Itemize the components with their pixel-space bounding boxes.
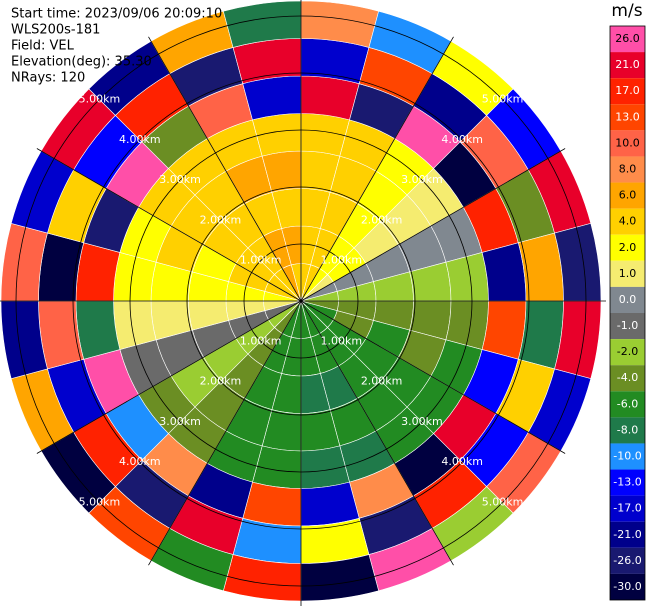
colorbar-swatch <box>610 547 645 574</box>
range-ring-label: 1.00km <box>321 334 363 347</box>
info-line: WLS200s-181 <box>11 23 100 38</box>
colorbar-tick-label: -8.0 <box>617 423 638 436</box>
velocity-cell <box>242 481 302 527</box>
range-ring-label: 2.00km <box>361 375 403 388</box>
colorbar-tick-label: 26.0 <box>615 32 640 45</box>
colorbar-swatch <box>610 286 645 313</box>
range-ring-label: 5.00km <box>79 496 121 509</box>
colorbar-swatch <box>610 417 645 444</box>
colorbar-swatch <box>610 495 645 522</box>
range-ring-label: 1.00km <box>240 334 282 347</box>
range-ring-label: 5.00km <box>482 92 524 105</box>
info-line: Elevation(deg): 35.30 <box>11 55 152 70</box>
colorbar-tick-label: 0.0 <box>619 293 637 306</box>
colorbar-swatch <box>610 182 645 209</box>
colorbar-tick-label: -21.0 <box>613 528 641 541</box>
range-ring <box>243 243 359 359</box>
colorbar-tick-label: 4.0 <box>619 215 637 228</box>
colorbar-tick-label: -10.0 <box>613 450 641 463</box>
range-ring <box>72 72 530 530</box>
velocity-cell <box>300 75 360 121</box>
colorbar-tick-label: 2.0 <box>619 241 637 254</box>
range-ring <box>15 15 587 587</box>
colorbar-tick-label: 6.0 <box>619 189 637 202</box>
range-ring-label: 4.00km <box>119 133 161 146</box>
velocity-cell <box>75 242 121 302</box>
colorbar-swatch <box>610 469 645 496</box>
colorbar-swatch <box>610 52 645 79</box>
colorbar-tick-label: 13.0 <box>615 110 640 123</box>
colorbar-swatch <box>610 313 645 340</box>
colorbar-swatch <box>610 521 645 548</box>
range-ring-label: 4.00km <box>119 455 161 468</box>
colorbar-swatch <box>610 365 645 392</box>
range-ring-label: 3.00km <box>159 173 201 186</box>
colorbar-swatch <box>610 260 645 287</box>
range-ring-label: 3.00km <box>401 415 443 428</box>
colorbar-swatch <box>610 104 645 131</box>
velocity-cell <box>300 481 360 527</box>
colorbar-swatch <box>610 156 645 183</box>
colorbar-swatch <box>610 339 645 366</box>
range-ring-label: 4.00km <box>441 133 483 146</box>
range-ring <box>129 129 473 473</box>
colorbar-tick-label: -13.0 <box>613 476 641 489</box>
range-ring-label: 2.00km <box>200 213 242 226</box>
colorbar-tick-label: -30.0 <box>613 580 641 593</box>
range-ring-label: 3.00km <box>159 415 201 428</box>
range-ring-label: 2.00km <box>361 213 403 226</box>
colorbar-tick-label: 21.0 <box>615 58 640 71</box>
info-line: Field: VEL <box>11 39 75 54</box>
colorbar-tick-label: -4.0 <box>617 371 638 384</box>
colorbar-swatch <box>610 26 645 53</box>
velocity-cell <box>481 242 527 302</box>
velocity-cell <box>481 300 527 360</box>
colorbar-swatch <box>610 443 645 470</box>
colorbar-tick-label: -17.0 <box>613 502 641 515</box>
velocity-cell <box>242 75 302 121</box>
colorbar-swatch <box>610 130 645 157</box>
info-line: NRays: 120 <box>11 71 85 86</box>
colorbar-swatch <box>610 234 645 261</box>
colorbar-swatch <box>610 573 645 600</box>
range-ring-label: 5.00km <box>79 92 121 105</box>
range-ring-label: 3.00km <box>401 173 443 186</box>
range-ring-label: 1.00km <box>321 254 363 267</box>
range-ring-label: 5.00km <box>482 496 524 509</box>
colorbar-tick-label: -1.0 <box>617 319 638 332</box>
colorbar-tick-label: -2.0 <box>617 345 638 358</box>
colorbar-swatch <box>610 78 645 105</box>
range-ring-label: 1.00km <box>240 254 282 267</box>
colorbar-swatch <box>610 208 645 235</box>
colorbar-tick-label: -26.0 <box>613 554 641 567</box>
colorbar-tick-label: -6.0 <box>617 397 638 410</box>
range-ring <box>186 186 416 416</box>
colorbar-swatch <box>610 391 645 418</box>
range-ring-label: 2.00km <box>200 375 242 388</box>
range-ring-label: 4.00km <box>441 455 483 468</box>
info-line: Start time: 2023/09/06 20:09:10 <box>11 7 222 22</box>
colorbar-frame <box>609 25 646 601</box>
colorbar-title: m/s <box>611 1 642 21</box>
colorbar-tick-label: 17.0 <box>615 84 640 97</box>
colorbar-tick-label: 8.0 <box>619 163 637 176</box>
velocity-cell <box>75 300 121 360</box>
spoke-line <box>148 36 454 566</box>
colorbar-tick-label: 10.0 <box>615 136 640 149</box>
colorbar-tick-label: 1.0 <box>619 267 637 280</box>
